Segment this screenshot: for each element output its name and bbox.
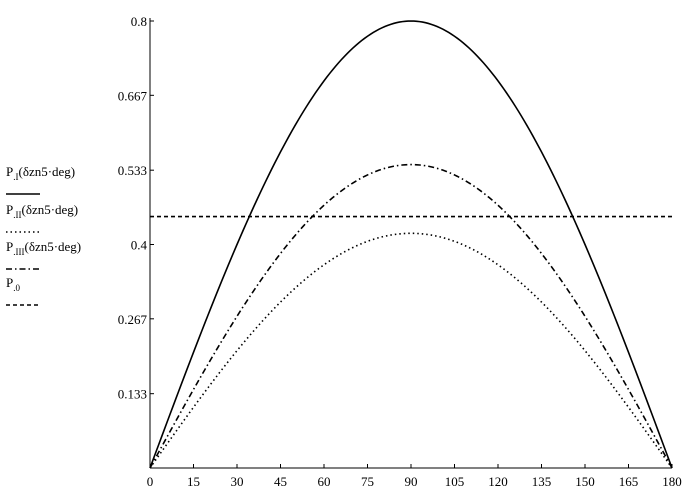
legend-label-argument: (δzn5·deg) — [18, 164, 75, 179]
legend-label-3: P.III(δzn5·deg) — [6, 239, 81, 257]
legend-label-subscript: .0 — [13, 283, 20, 293]
legend-label-main: P — [6, 239, 13, 254]
legend-label-argument: (δzn5·deg) — [21, 202, 78, 217]
x-tick-label: 105 — [445, 474, 465, 489]
x-tick-label: 15 — [187, 474, 200, 489]
y-axis-ticks: 0.8 0.667 0.533 0.4 0.267 0.133 — [118, 14, 154, 402]
legend-label-subscript: .I — [13, 172, 18, 182]
series-line-2 — [149, 232, 673, 469]
legend-label-main: P — [6, 164, 13, 179]
legend-label-subscript: .II — [13, 210, 21, 220]
legend-label-main: P — [6, 275, 13, 290]
series-line-1 — [149, 20, 673, 469]
series-line-3 — [149, 163, 673, 469]
legend-label-subscript: .III — [13, 247, 24, 257]
y-tick-label: 0.133 — [118, 387, 147, 402]
y-tick-label: 0.8 — [131, 14, 147, 29]
x-axis-ticks: 0 15 30 45 60 75 90 105 120 135 150 165 180 — [147, 464, 682, 489]
x-tick-label: 150 — [575, 474, 595, 489]
x-tick-label: 60 — [318, 474, 331, 489]
x-tick-label: 30 — [231, 474, 244, 489]
x-tick-label: 45 — [274, 474, 287, 489]
legend-label-2: P.II(δzn5·deg) — [6, 202, 78, 220]
x-tick-label: 75 — [361, 474, 374, 489]
y-tick-label: 0.4 — [131, 238, 148, 253]
y-tick-label: 0.667 — [118, 88, 148, 103]
x-tick-label: 120 — [488, 474, 508, 489]
x-tick-label: 0 — [147, 474, 154, 489]
x-tick-label: 135 — [532, 474, 552, 489]
legend: P.I(δzn5·deg)P.II(δzn5·deg)P.III(δzn5·de… — [6, 164, 81, 306]
legend-label-1: P.I(δzn5·deg) — [6, 164, 75, 182]
legend-label-main: P — [6, 202, 13, 217]
axes — [149, 18, 672, 469]
legend-label-4: P.0 — [6, 275, 20, 293]
x-tick-label: 90 — [405, 474, 418, 489]
x-tick-label: 180 — [662, 474, 682, 489]
y-tick-label: 0.267 — [118, 312, 148, 327]
legend-label-argument: (δzn5·deg) — [24, 239, 81, 254]
y-tick-label: 0.533 — [118, 163, 147, 178]
series-layer — [149, 20, 673, 469]
x-tick-label: 165 — [619, 474, 639, 489]
